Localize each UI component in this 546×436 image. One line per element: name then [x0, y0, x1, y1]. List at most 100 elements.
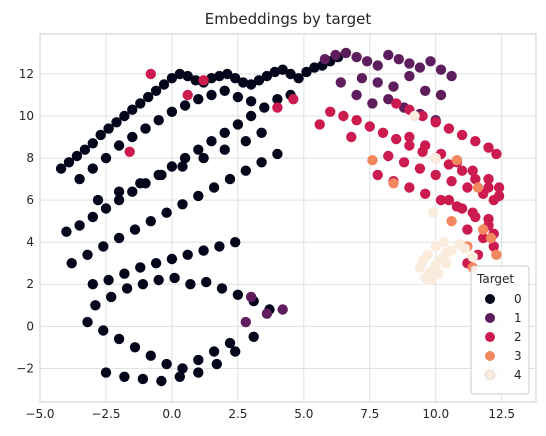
- legend: Target 0 1 2 3 4: [470, 265, 530, 395]
- data-point: [111, 117, 122, 128]
- data-point: [346, 131, 357, 143]
- legend-marker: [485, 351, 495, 361]
- data-point: [404, 70, 415, 82]
- data-point: [443, 123, 455, 134]
- data-point: [372, 169, 383, 181]
- data-point: [377, 127, 389, 138]
- data-point: [145, 350, 156, 361]
- data-point: [361, 56, 373, 67]
- data-point: [388, 178, 399, 189]
- y-tick-label: −2: [16, 361, 34, 375]
- data-point: [113, 232, 125, 244]
- data-point: [446, 70, 457, 82]
- data-point: [404, 58, 415, 69]
- data-point: [409, 110, 420, 122]
- data-point: [240, 136, 251, 147]
- data-point: [232, 289, 244, 300]
- data-point: [261, 70, 273, 82]
- data-point: [430, 169, 441, 181]
- data-point: [198, 245, 209, 256]
- data-point: [472, 182, 484, 193]
- data-point: [177, 199, 188, 210]
- data-point: [193, 144, 204, 155]
- series-3-points: [367, 155, 502, 273]
- x-tick-label: −2.5: [91, 407, 120, 421]
- data-point: [272, 102, 283, 113]
- data-point: [488, 194, 499, 206]
- data-point: [211, 358, 222, 370]
- x-tick-label: 7.5: [360, 407, 379, 421]
- data-point: [208, 346, 220, 357]
- data-point: [145, 68, 156, 80]
- series-4-points: [409, 110, 478, 286]
- data-point: [478, 224, 489, 235]
- data-point: [174, 371, 185, 382]
- data-point: [98, 241, 109, 252]
- data-point: [248, 331, 259, 342]
- data-point: [193, 190, 204, 202]
- data-point: [456, 203, 468, 214]
- data-point: [470, 211, 481, 223]
- data-point: [388, 81, 399, 92]
- data-point: [470, 173, 481, 185]
- data-point: [87, 138, 99, 149]
- data-point: [467, 251, 478, 263]
- data-point: [103, 123, 114, 134]
- y-tick-label: 10: [19, 109, 34, 123]
- data-point: [150, 258, 162, 269]
- legend-marker: [485, 294, 495, 304]
- data-point: [435, 64, 447, 75]
- data-point: [61, 226, 72, 237]
- data-point: [351, 51, 362, 63]
- data-point: [404, 131, 415, 143]
- data-point: [446, 245, 457, 256]
- data-point: [106, 291, 117, 303]
- data-point: [166, 161, 178, 172]
- data-point: [443, 159, 455, 170]
- data-point: [351, 115, 362, 126]
- data-point: [193, 94, 204, 105]
- series-2-points: [124, 68, 505, 269]
- data-point: [156, 375, 167, 387]
- data-point: [438, 237, 449, 248]
- data-point: [240, 316, 251, 328]
- data-point: [135, 98, 146, 109]
- data-point: [430, 241, 441, 252]
- data-point: [127, 131, 138, 143]
- data-point: [285, 68, 296, 80]
- data-point: [100, 152, 112, 164]
- data-point: [391, 98, 402, 109]
- data-point: [216, 283, 228, 294]
- data-point: [314, 119, 325, 130]
- data-point: [193, 367, 204, 378]
- x-axis-ticks: −5.0 −2.5 0.0 2.5 5.0 7.5 10.0 12.5: [25, 407, 515, 421]
- data-point: [451, 155, 463, 166]
- data-point: [140, 123, 151, 134]
- data-point: [493, 182, 505, 193]
- data-point: [259, 102, 270, 113]
- data-point: [79, 144, 91, 155]
- data-point: [425, 274, 436, 286]
- data-point: [338, 110, 349, 122]
- data-point: [261, 308, 273, 319]
- data-point: [55, 163, 67, 174]
- legend-title: Target: [476, 272, 514, 286]
- x-tick-label: 5.0: [294, 407, 313, 421]
- data-point: [335, 77, 346, 88]
- data-point: [158, 79, 170, 90]
- data-point: [153, 169, 164, 181]
- data-point: [420, 188, 431, 199]
- data-point: [491, 148, 502, 160]
- data-point: [161, 358, 172, 370]
- data-point: [372, 77, 383, 88]
- data-point: [145, 216, 156, 227]
- data-point: [206, 73, 217, 84]
- data-point: [177, 161, 188, 172]
- data-point: [414, 163, 426, 174]
- y-tick-label: 12: [19, 67, 34, 81]
- data-point: [121, 283, 133, 294]
- data-point: [383, 150, 394, 162]
- y-tick-label: 4: [26, 235, 34, 249]
- data-point: [427, 207, 439, 218]
- data-point: [340, 47, 352, 59]
